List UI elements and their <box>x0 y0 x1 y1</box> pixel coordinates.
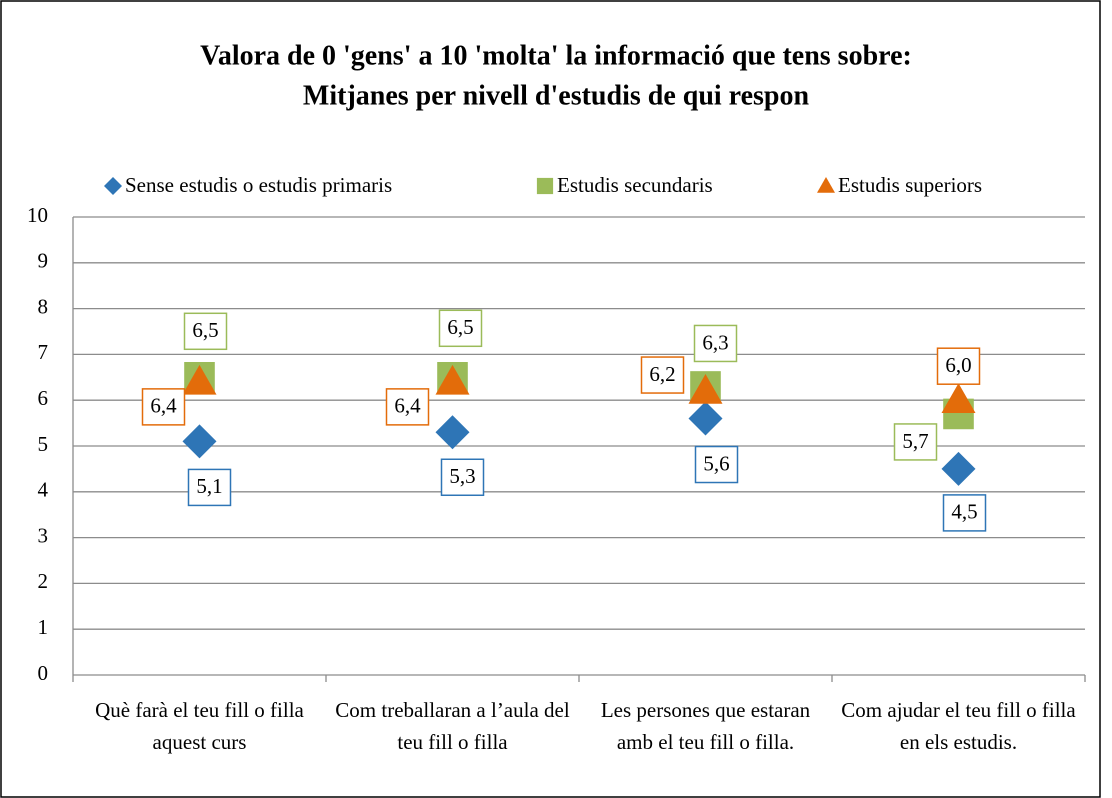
y-tick-label: 9 <box>38 249 49 273</box>
marker-triangle <box>182 364 217 395</box>
marker-triangle <box>817 177 835 193</box>
y-tick-label: 1 <box>38 615 49 639</box>
value-label-box <box>893 423 938 461</box>
x-tick-label: Les persones que estaran amb el teu fill… <box>600 698 811 754</box>
marker-square <box>536 177 554 195</box>
y-tick-label: 2 <box>38 569 49 593</box>
y-tick-label: 4 <box>38 478 49 502</box>
value-label-box <box>183 312 228 351</box>
value-label-box <box>385 388 430 426</box>
y-tick-label: 6 <box>38 386 49 410</box>
y-tick-label: 5 <box>38 432 49 456</box>
chart-title: Valora de 0 'gens' a 10 'molta' la infor… <box>200 40 912 71</box>
value-label-box <box>141 388 186 426</box>
value-label: 5,1 <box>196 474 222 498</box>
value-label-box <box>694 445 739 484</box>
marker-diamond <box>104 177 122 195</box>
value-label-box <box>942 494 987 532</box>
chart-title: Mitjanes per nivell d'estudis de qui res… <box>303 80 810 111</box>
value-label: 6,3 <box>702 330 728 354</box>
value-label-box <box>440 458 485 497</box>
value-label: 6,5 <box>192 318 218 342</box>
value-label: 6,4 <box>150 394 177 418</box>
y-tick-label: 7 <box>38 340 49 364</box>
x-tick-label: Com treballaran a l’aula del teu fill o … <box>335 698 570 754</box>
x-tick-label: Què farà el teu fill o filla aquest curs <box>95 698 304 754</box>
y-tick-label: 0 <box>38 661 49 685</box>
value-label-box <box>936 347 981 385</box>
y-tick-label: 8 <box>38 294 49 318</box>
value-label: 6,5 <box>447 315 473 339</box>
marker-diamond <box>688 401 723 436</box>
y-tick-label: 3 <box>38 523 49 547</box>
value-label-box <box>640 356 685 394</box>
value-label-box <box>187 468 232 507</box>
marker-triangle <box>435 364 470 395</box>
value-label: 5,3 <box>449 464 475 488</box>
value-label: 6,4 <box>394 394 421 418</box>
y-tick-label: 10 <box>27 203 48 227</box>
value-label: 6,0 <box>945 353 971 377</box>
value-label-box <box>438 309 483 348</box>
x-tick-label: Com ajudar el teu fill o filla en els es… <box>841 698 1076 754</box>
marker-diamond <box>435 415 470 450</box>
value-label-box <box>693 324 738 363</box>
legend-label: Estudis secundaris <box>557 173 713 197</box>
value-label: 5,6 <box>703 451 729 475</box>
legend-label: Estudis superiors <box>838 173 982 197</box>
marker-triangle <box>688 374 723 404</box>
legend-label: Sense estudis o estudis primaris <box>125 173 392 197</box>
marker-triangle <box>941 383 976 413</box>
marker-diamond <box>182 424 217 459</box>
value-label: 5,7 <box>902 429 928 453</box>
value-label: 6,2 <box>649 362 675 386</box>
value-label: 4,5 <box>951 500 977 524</box>
marker-diamond <box>941 451 976 486</box>
